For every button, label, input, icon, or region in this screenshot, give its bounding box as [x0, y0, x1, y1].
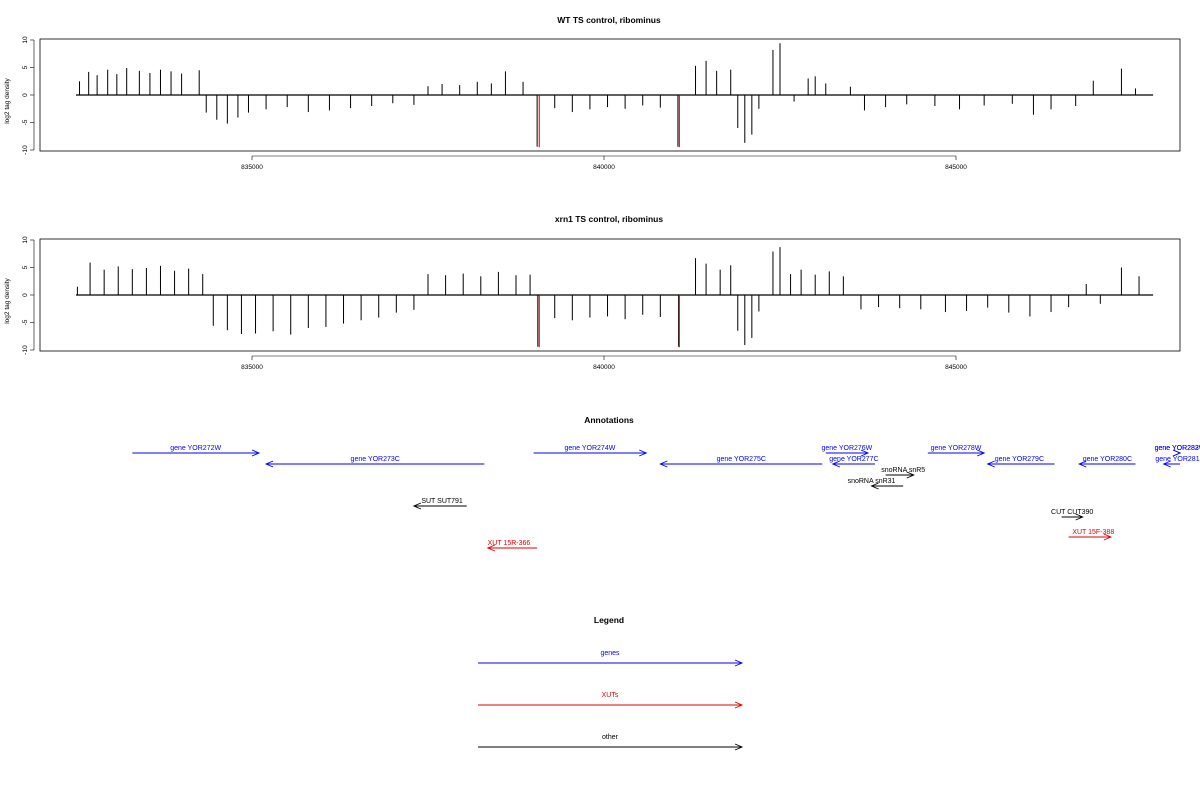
wt-track-panel: WT TS control, ribominus log2 tag densit…	[4, 15, 1181, 171]
annotation-label: gene YOR277C	[829, 456, 878, 463]
y-axis: 10 5 0 -5 -10	[22, 236, 35, 355]
x-tick-label: 840000	[593, 164, 615, 171]
panel-title: WT TS control, ribominus	[557, 15, 661, 25]
annotation-label: snoRNA snR31	[848, 478, 896, 485]
annotation-arrow	[927, 449, 986, 457]
y-tick-label: -5	[22, 119, 29, 125]
y-axis-label: log2 tag density	[4, 277, 11, 323]
annotation-arrow	[825, 449, 870, 457]
annotation-arrow	[659, 460, 823, 468]
marker-lines	[538, 295, 680, 348]
annotation-arrow	[986, 460, 1055, 468]
y-axis: 10 5 0 -5 -10	[22, 36, 35, 155]
y-tick-label: 5	[22, 265, 29, 269]
annotation-label: gene YOR275C	[717, 456, 766, 463]
annotation-arrow	[1078, 460, 1136, 468]
x-tick-label: 835000	[241, 364, 263, 371]
annotation-label: gene YOR279C	[995, 456, 1044, 463]
x-tick-label: 845000	[945, 164, 967, 171]
legend-entries: genes XUTs other	[478, 650, 744, 751]
x-tick-label: 835000	[241, 164, 263, 171]
legend-arrow	[478, 743, 744, 751]
plot-frame	[39, 38, 1181, 152]
annotation-arrow	[1068, 533, 1113, 541]
annotation-arrow	[533, 449, 648, 457]
x-axis: 835000 840000 845000	[241, 355, 967, 371]
density-bars	[76, 247, 1140, 347]
y-tick-label: -10	[22, 145, 29, 155]
xrn1-track-panel: xrn1 TS control, ribominus log2 tag dens…	[4, 214, 1181, 371]
annotation-label: XUT 15F-388	[1072, 529, 1114, 536]
x-axis: 835000 840000 845000	[241, 155, 967, 171]
annotation-arrow	[486, 544, 538, 552]
annotation-arrow	[1061, 513, 1084, 521]
x-tick-label: 845000	[945, 364, 967, 371]
y-tick-label: 5	[22, 65, 29, 69]
annotation-label: gene YOR281C	[1155, 456, 1200, 463]
annotation-label: gene YOR283W	[1155, 445, 1200, 452]
annotation-arrow	[132, 449, 261, 457]
annotation-label: gene YOR282W	[1155, 445, 1200, 452]
legend-arrow	[478, 659, 744, 667]
annotation-label: gene YOR280C	[1083, 456, 1132, 463]
annotation-arrow	[870, 482, 904, 490]
y-tick-label: 0	[22, 293, 29, 297]
y-tick-label: 10	[22, 236, 29, 244]
annotation-label: snoRNA snR5	[881, 467, 925, 474]
annotation-label: gene YOR276W	[821, 445, 872, 452]
annotation-label: gene YOR274W	[564, 445, 615, 452]
legend-label: genes	[600, 650, 620, 657]
annotation-label: gene YOR272W	[170, 445, 221, 452]
density-bars	[79, 43, 1137, 147]
annotation-label: SUT SUT791	[421, 498, 463, 505]
annotation-label: XUT 15R-366	[488, 540, 531, 547]
annotation-arrow	[1162, 460, 1180, 468]
y-axis-label: log2 tag density	[4, 77, 11, 123]
legend-arrow	[478, 701, 744, 709]
annotation-features: gene YOR272W gene YOR273C gene YOR274W gene…	[132, 445, 1200, 552]
annotation-arrow	[264, 460, 485, 468]
annotation-label: gene YOR273C	[351, 456, 400, 463]
x-tick-label: 840000	[593, 364, 615, 371]
annotation-label: gene YOR278W	[931, 445, 982, 452]
legend-title: Legend	[594, 615, 624, 625]
annotation-arrow	[1172, 449, 1182, 457]
legend-label: XUTs	[602, 692, 619, 699]
legend: Legend genes XUTs other	[478, 615, 744, 751]
marker-lines	[538, 95, 680, 148]
annotation-label: CUT CUT390	[1051, 509, 1093, 516]
y-tick-label: 10	[22, 36, 29, 44]
y-tick-label: -10	[22, 345, 29, 355]
panel-title: xrn1 TS control, ribominus	[555, 214, 663, 224]
legend-label: other	[602, 734, 619, 741]
annotation-arrow	[412, 502, 467, 510]
y-tick-label: 0	[22, 93, 29, 97]
plot-frame	[39, 238, 1181, 352]
annotation-arrow	[831, 460, 876, 468]
y-tick-label: -5	[22, 319, 29, 325]
annotation-arrow	[885, 471, 915, 479]
annotations-title: Annotations	[584, 415, 634, 425]
